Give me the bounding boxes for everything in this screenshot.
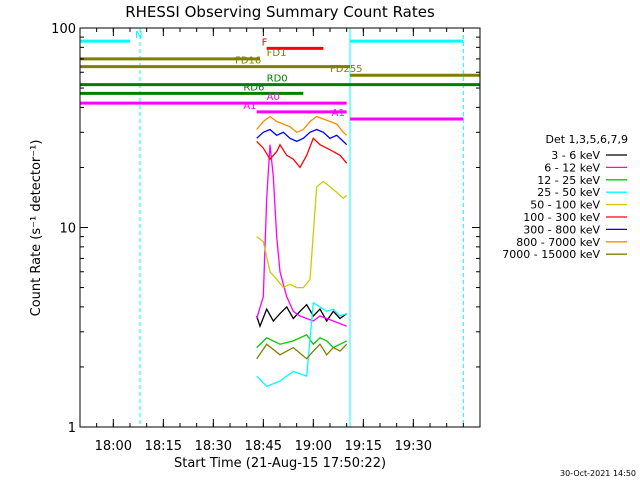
x-tick-label: 19:00 <box>295 439 332 454</box>
series-line <box>256 144 347 327</box>
y-tick-label: 100 <box>51 22 76 37</box>
y-tick-label: 10 <box>59 222 76 237</box>
legend-label: 100 - 300 keV <box>523 211 600 224</box>
series-group <box>256 115 348 388</box>
x-axis-label: Start Time (21-Aug-15 17:50:22) <box>174 456 386 471</box>
series-line <box>256 303 348 329</box>
series-line <box>256 128 348 146</box>
flag-label: F <box>262 37 268 48</box>
x-tick-label: 18:30 <box>195 439 232 454</box>
legend-label: 7000 - 15000 keV <box>502 248 600 261</box>
series-line <box>256 137 348 169</box>
flag-label: FD255 <box>330 64 363 75</box>
legend-label: 50 - 100 keV <box>530 199 600 212</box>
flag-label: A1 <box>332 108 345 119</box>
y-tick-label: 1 <box>68 421 76 436</box>
flag-label: FD1 <box>267 48 287 59</box>
legend-label: 300 - 800 keV <box>523 223 600 236</box>
legend-title: Det 1,3,5,6,7,9 <box>545 133 628 146</box>
legend-label: 3 - 6 keV <box>551 149 600 162</box>
x-tick-label: 19:15 <box>345 439 382 454</box>
legend-label: 800 - 7000 keV <box>516 236 600 249</box>
x-tick-label: 18:00 <box>95 439 132 454</box>
series-line <box>256 115 348 136</box>
series-line <box>256 333 347 349</box>
legend-label: 6 - 12 keV <box>544 161 600 174</box>
flag-label: FD16 <box>235 56 261 67</box>
series-line <box>256 180 348 289</box>
footer-timestamp: 30-Oct-2021 14:50 <box>560 469 636 478</box>
flag-label: RD0 <box>267 74 288 85</box>
x-tick-label: 19:30 <box>395 439 432 454</box>
legend-label: 25 - 50 keV <box>537 186 600 199</box>
flag-label: RD6 <box>243 82 264 93</box>
x-tick-label: 18:15 <box>145 439 182 454</box>
x-tick-label: 18:45 <box>245 439 282 454</box>
flag-label: A1 <box>243 101 256 112</box>
legend-label: 12 - 25 keV <box>537 174 600 187</box>
y-axis-label: Count Rate (s⁻¹ detector⁻¹) <box>29 140 44 317</box>
series-line <box>256 301 347 388</box>
flag-label: N <box>135 30 142 41</box>
series-line <box>256 343 348 360</box>
chart-title: RHESSI Observing Summary Count Rates <box>125 3 435 21</box>
axes-group: 18:00 18:15 18:30 18:45 19:00 19:15 19:30 1 10 10… <box>51 22 481 454</box>
flag-label: A0 <box>267 92 280 103</box>
